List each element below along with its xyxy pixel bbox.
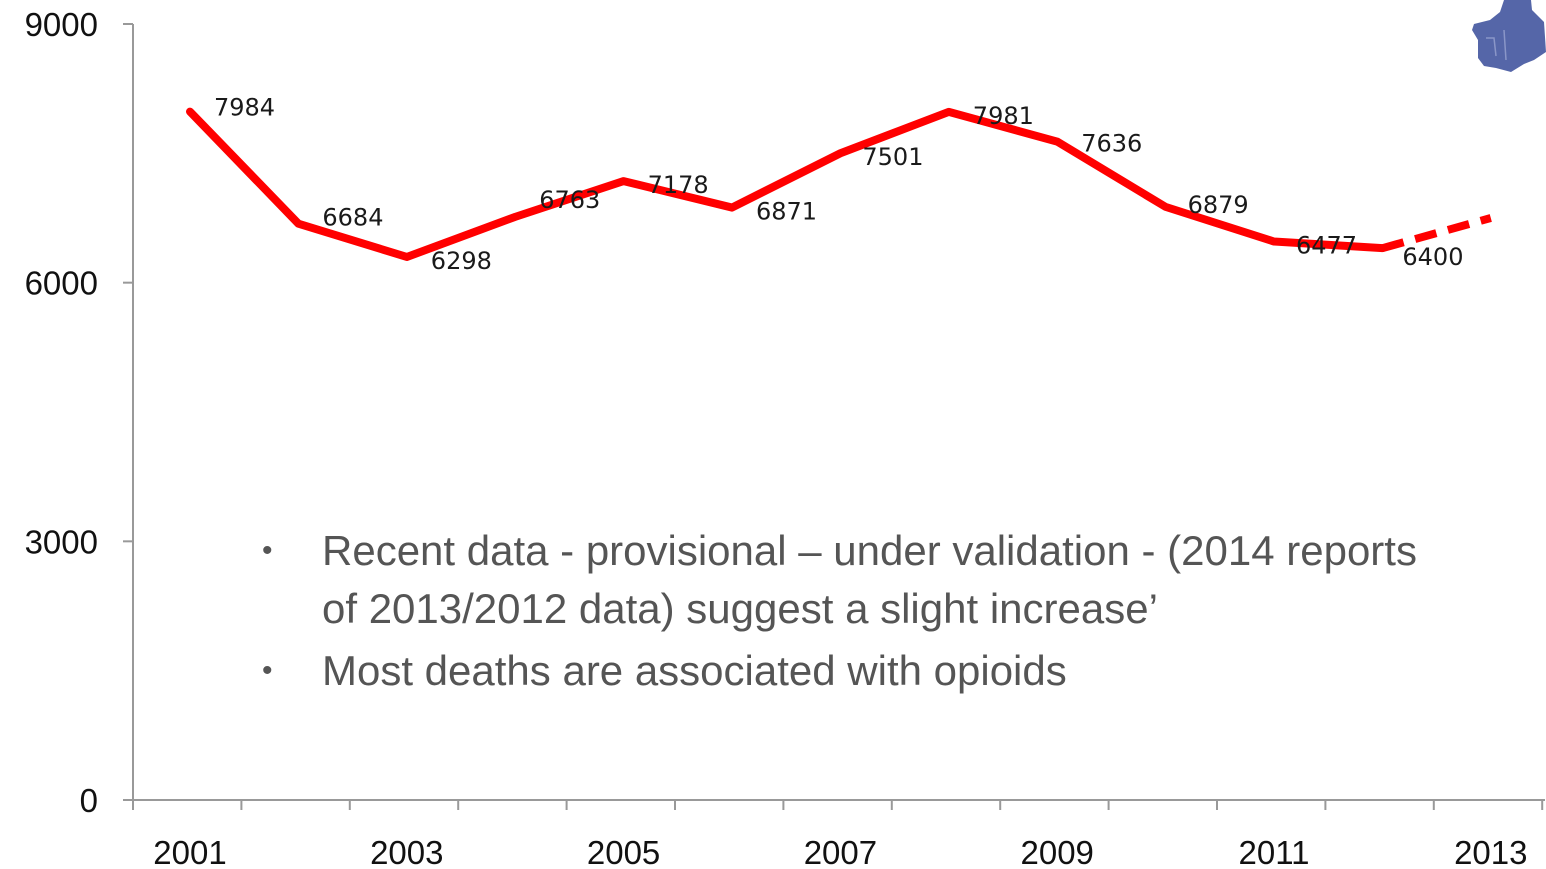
y-axis-ticks: 0 3000 6000 9000 xyxy=(25,6,133,819)
series-line xyxy=(186,107,1387,261)
data-label: 6684 xyxy=(322,204,383,232)
projection-line xyxy=(1381,214,1492,253)
data-label: 7501 xyxy=(862,143,923,171)
data-label: 6871 xyxy=(756,198,817,226)
data-label: 6477 xyxy=(1296,232,1357,260)
x-tick-label: 2005 xyxy=(587,834,660,869)
data-label: 6763 xyxy=(539,186,600,214)
x-tick-label: 2009 xyxy=(1020,834,1093,869)
data-label: 6400 xyxy=(1402,243,1463,271)
note-item: Recent data - provisional – under valida… xyxy=(262,522,1462,638)
x-tick-label: 2001 xyxy=(153,834,226,869)
y-tick-label: 9000 xyxy=(25,6,98,43)
data-label: 6298 xyxy=(431,247,492,275)
notes-list: Recent data - provisional – under valida… xyxy=(262,522,1462,704)
data-label: 6879 xyxy=(1188,191,1249,219)
x-axis-ticks: 2001 2003 2005 2007 2009 2011 2013 xyxy=(132,800,1544,869)
y-tick-label: 3000 xyxy=(25,523,98,560)
series-lines xyxy=(186,107,1492,261)
data-label: 7984 xyxy=(214,94,275,122)
x-tick-label: 2011 xyxy=(1239,834,1310,869)
x-tick-label: 2007 xyxy=(804,834,877,869)
note-item: Most deaths are associated with opioids xyxy=(262,642,1462,700)
y-tick-label: 6000 xyxy=(25,265,98,302)
x-tick-label: 2013 xyxy=(1454,834,1527,869)
data-labels: 7984 6684 6298 6763 7178 6871 7501 7981 7636 6879… xyxy=(214,94,1463,275)
data-label: 7636 xyxy=(1081,130,1142,158)
y-tick-label: 0 xyxy=(80,782,98,819)
data-label: 7981 xyxy=(973,102,1034,130)
map-fragment-icon xyxy=(1472,0,1546,72)
chart-axes xyxy=(132,24,1545,801)
data-label: 7178 xyxy=(648,171,709,199)
x-tick-label: 2003 xyxy=(370,834,443,869)
